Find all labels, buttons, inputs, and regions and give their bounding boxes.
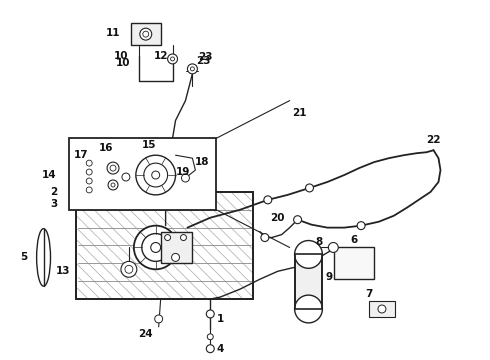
Circle shape (171, 57, 174, 61)
Circle shape (86, 160, 92, 166)
Text: 16: 16 (99, 143, 113, 153)
Circle shape (188, 64, 197, 74)
Bar (76, 192, 253, 299)
Bar (294, 255, 322, 309)
Circle shape (152, 171, 160, 179)
Text: 8: 8 (316, 237, 323, 247)
Circle shape (306, 184, 314, 192)
Circle shape (155, 315, 163, 323)
Circle shape (121, 261, 137, 277)
Text: 6: 6 (350, 234, 358, 244)
Bar (294, 255, 322, 309)
Text: 22: 22 (426, 135, 441, 145)
Circle shape (125, 265, 133, 273)
Circle shape (294, 240, 322, 268)
Circle shape (142, 234, 170, 261)
Circle shape (378, 305, 386, 313)
Circle shape (86, 178, 92, 184)
Text: 20: 20 (270, 213, 285, 223)
Circle shape (136, 155, 175, 195)
Circle shape (206, 310, 214, 318)
Text: 15: 15 (142, 140, 156, 150)
Text: 12: 12 (153, 51, 168, 61)
Circle shape (357, 222, 365, 230)
Text: 11: 11 (106, 28, 120, 38)
Text: 24: 24 (139, 329, 153, 339)
Text: 4: 4 (217, 344, 224, 354)
Text: 14: 14 (42, 170, 57, 180)
Circle shape (172, 253, 179, 261)
Circle shape (111, 183, 115, 187)
Text: 5: 5 (20, 252, 27, 262)
Circle shape (86, 169, 92, 175)
Circle shape (168, 54, 177, 64)
Text: 21: 21 (293, 108, 307, 117)
Text: 19: 19 (176, 167, 191, 177)
Circle shape (86, 187, 92, 193)
Circle shape (264, 196, 272, 204)
Bar (369, 301, 395, 317)
Bar (70, 138, 216, 210)
Text: 2: 2 (50, 187, 57, 197)
Text: 23: 23 (196, 56, 211, 66)
Text: 13: 13 (56, 266, 71, 276)
Circle shape (328, 243, 338, 252)
Bar (76, 192, 253, 299)
Text: 10: 10 (114, 51, 128, 61)
Circle shape (207, 334, 213, 340)
Circle shape (151, 243, 161, 252)
Text: 18: 18 (195, 157, 210, 167)
Text: 10: 10 (116, 58, 130, 68)
Bar (131, 23, 161, 45)
Circle shape (134, 226, 177, 269)
Bar (161, 231, 193, 264)
Text: 23: 23 (198, 52, 213, 62)
Text: 17: 17 (74, 150, 89, 160)
Circle shape (78, 190, 88, 200)
Circle shape (144, 163, 168, 187)
Text: 7: 7 (366, 289, 373, 299)
Text: 9: 9 (326, 272, 333, 282)
Circle shape (165, 235, 171, 240)
Circle shape (181, 174, 190, 182)
Text: 1: 1 (217, 314, 224, 324)
Circle shape (191, 67, 195, 71)
Circle shape (122, 173, 130, 181)
Circle shape (294, 295, 322, 323)
Circle shape (110, 165, 116, 171)
Circle shape (261, 234, 269, 242)
Text: 3: 3 (50, 199, 57, 209)
Circle shape (79, 202, 87, 210)
Circle shape (107, 162, 119, 174)
Circle shape (140, 28, 152, 40)
Bar (334, 247, 374, 279)
Circle shape (143, 31, 149, 37)
Circle shape (206, 345, 214, 353)
Circle shape (180, 235, 187, 240)
Circle shape (294, 216, 301, 224)
Circle shape (108, 180, 118, 190)
